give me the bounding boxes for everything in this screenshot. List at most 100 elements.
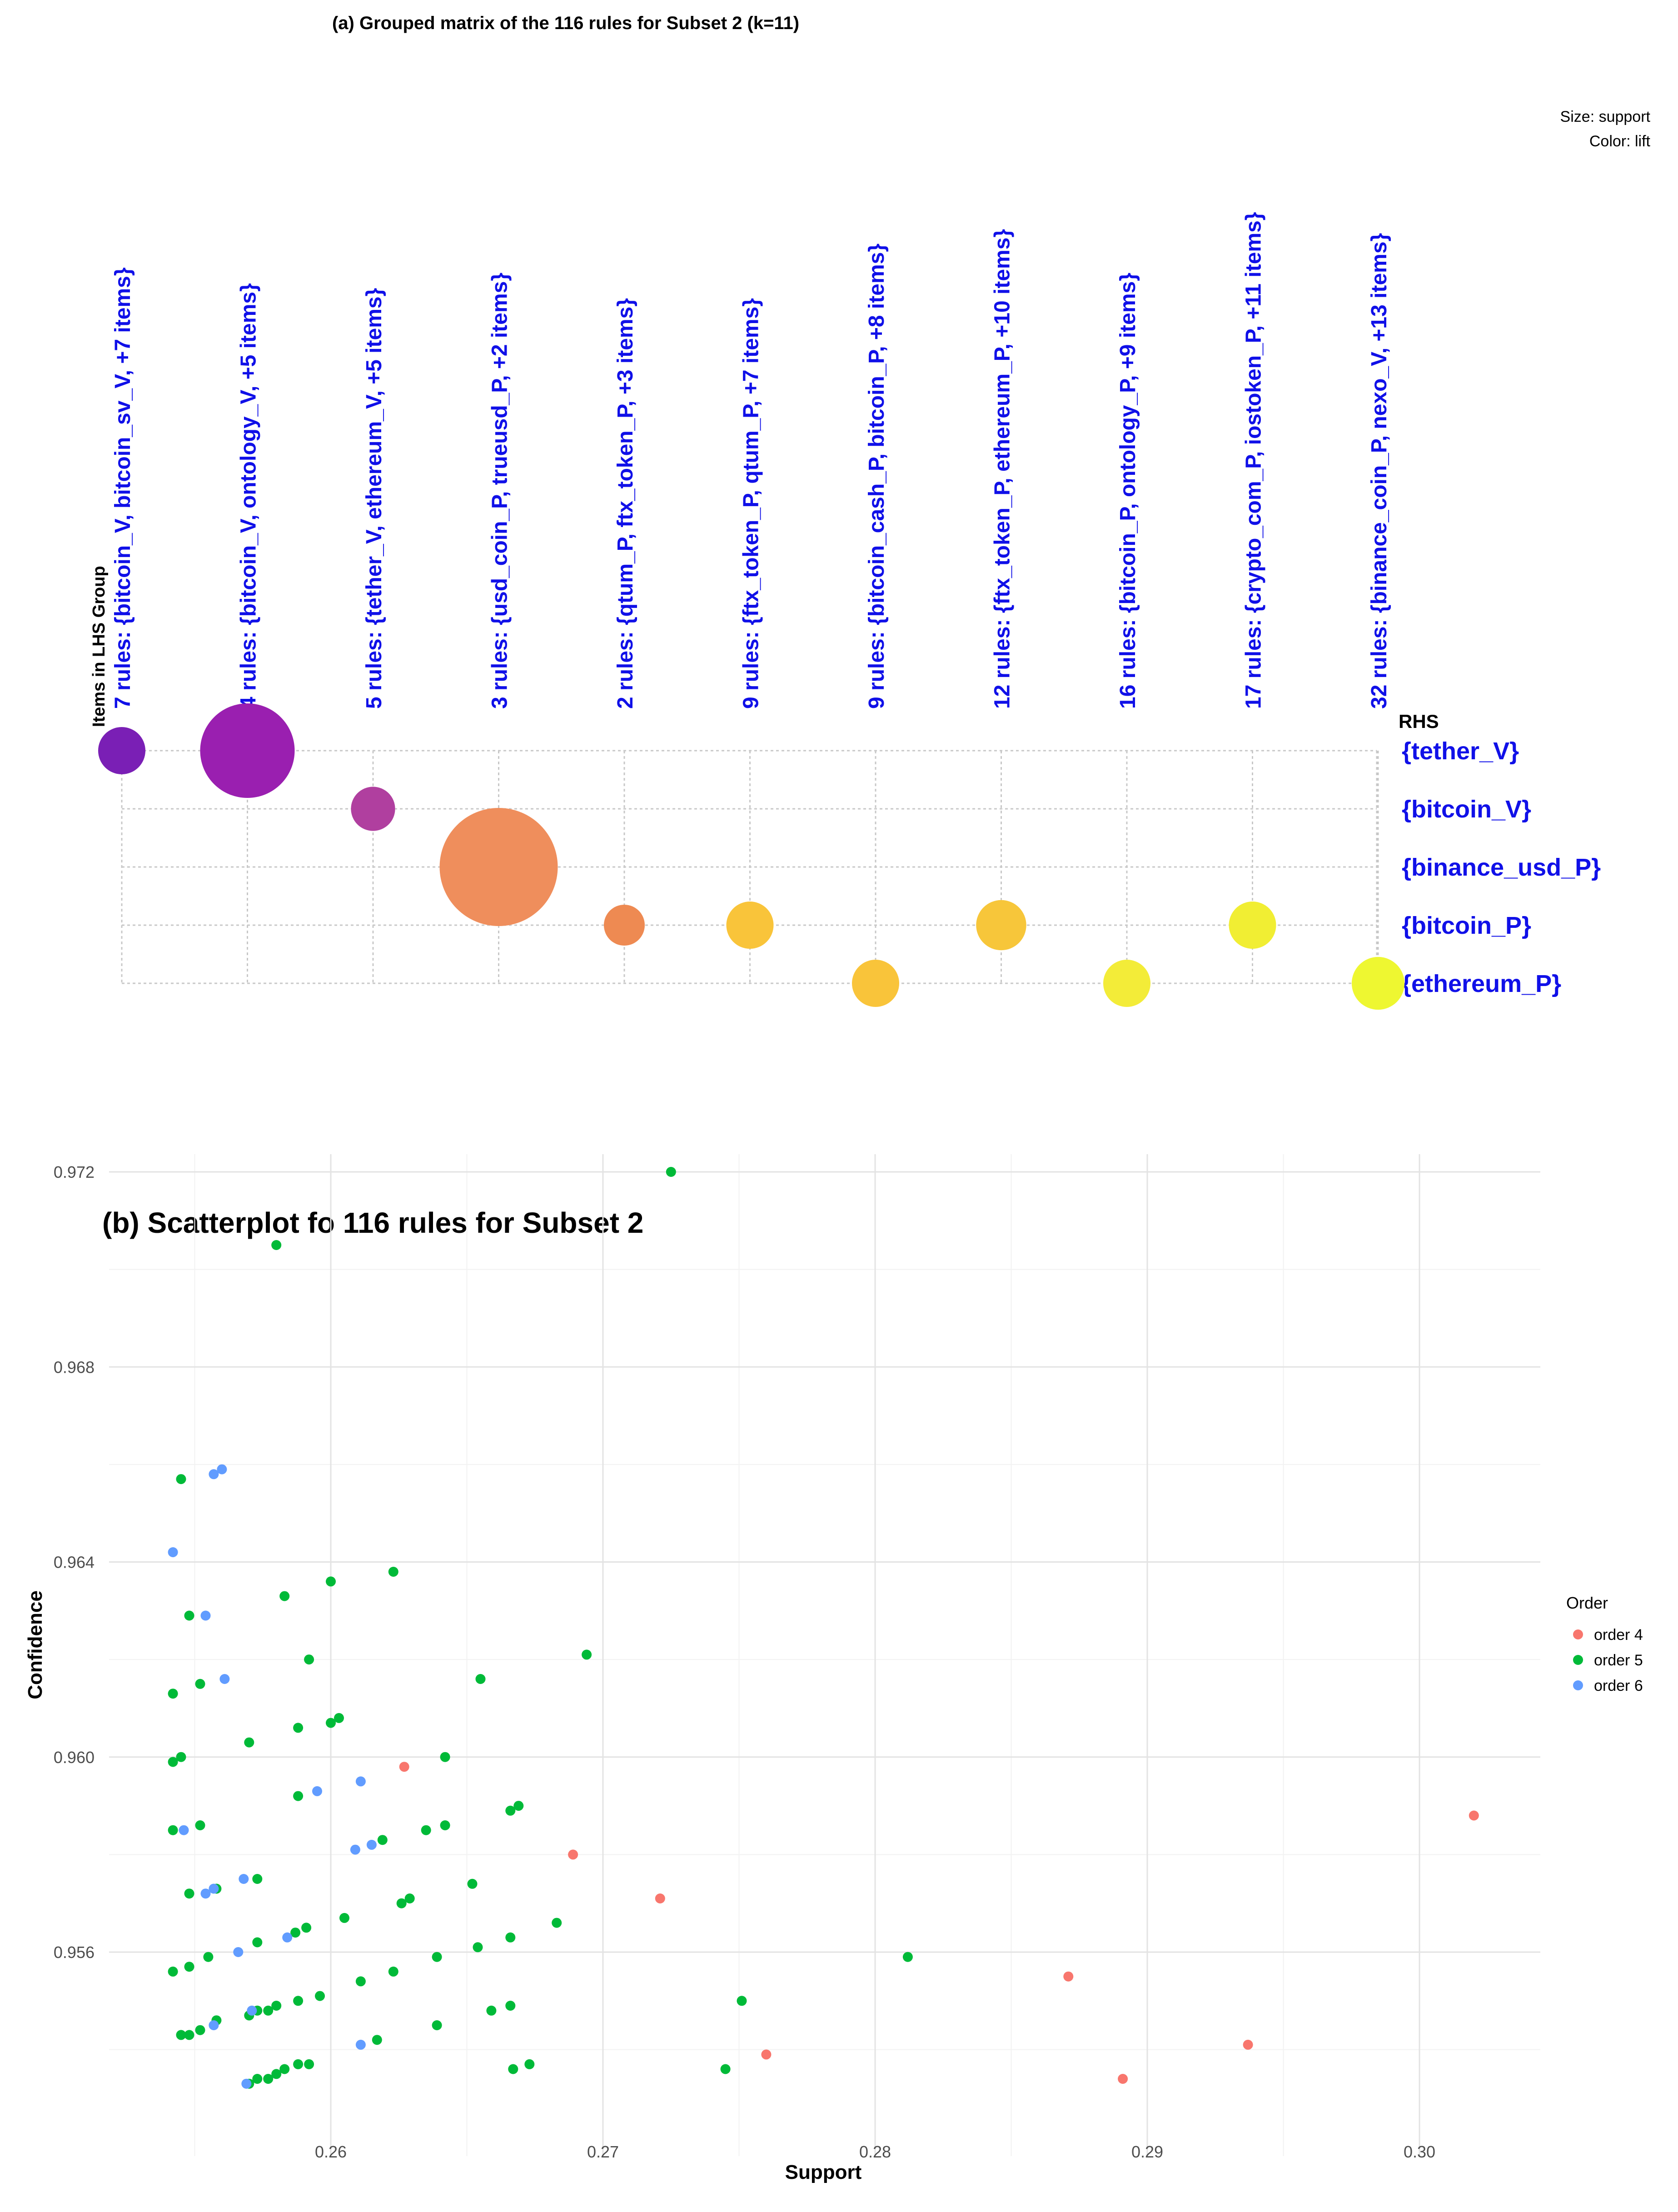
x-tick-label: 0.30 bbox=[1404, 2142, 1435, 2161]
scatter-point-order-5 bbox=[184, 1610, 194, 1621]
scatter-point-order-5 bbox=[372, 2035, 382, 2045]
legend-key bbox=[1573, 1680, 1583, 1690]
scatter-title: (b) Scatterplot fo 116 rules for Subset … bbox=[102, 1206, 643, 1239]
matrix-bubble bbox=[98, 727, 145, 774]
scatter-point-order-5 bbox=[252, 2074, 263, 2084]
matrix-bubble bbox=[726, 902, 774, 949]
scatter-point-order-5 bbox=[467, 1878, 478, 1889]
scatter-point-order-5 bbox=[176, 1474, 186, 1485]
scatter-point-order-5 bbox=[902, 1952, 913, 1962]
x-tick-labels: 0.26 0.27 0.28 0.29 0.30 bbox=[315, 2142, 1435, 2161]
scatter-point-order-5 bbox=[505, 1805, 516, 1816]
legend-label: order 4 bbox=[1594, 1626, 1643, 1644]
y-tick-label: 0.956 bbox=[54, 1943, 95, 1962]
scatter-point-order-4 bbox=[399, 1762, 409, 1772]
matrix-bubbles bbox=[98, 703, 1405, 1010]
scatter-point-order-5 bbox=[326, 1576, 336, 1587]
legend-title: Order bbox=[1566, 1594, 1608, 1612]
matrix-bubble bbox=[439, 808, 558, 926]
scatter-point-order-4 bbox=[1063, 1971, 1074, 1982]
scatter-point-order-5 bbox=[279, 1591, 290, 1601]
scatter-point-order-5 bbox=[271, 1240, 282, 1250]
scatter-point-order-6 bbox=[247, 2005, 257, 2016]
lhs-group-label: 9 rules: {bitcoin_cash_P, bitcoin_P, +8 … bbox=[865, 244, 889, 709]
scatter-point-order-6 bbox=[209, 2020, 219, 2030]
scatter-point-order-6 bbox=[219, 1674, 230, 1684]
matrix-title: (a) Grouped matrix of the 116 rules for … bbox=[332, 13, 799, 33]
scatter-point-order-5 bbox=[263, 2074, 274, 2084]
scatter-point-order-5 bbox=[168, 1825, 178, 1835]
scatter-point-order-5 bbox=[293, 1791, 304, 1801]
scatter-point-order-5 bbox=[377, 1835, 388, 1845]
rhs-item-label: {ethereum_P} bbox=[1402, 970, 1561, 997]
scatter-point-order-5 bbox=[505, 2001, 516, 2011]
matrix-bubble bbox=[852, 960, 899, 1007]
y-tick-label: 0.960 bbox=[54, 1748, 95, 1767]
scatterplot-panel: (b) Scatterplot fo 116 rules for Subset … bbox=[24, 1154, 1643, 2183]
lhs-group-label: 16 rules: {bitcoin_P, ontology_P, +9 ite… bbox=[1116, 273, 1140, 709]
rhs-item-label: {bitcoin_P} bbox=[1402, 912, 1531, 939]
scatter-point-order-5 bbox=[513, 1801, 524, 1811]
rhs-axis-label: RHS bbox=[1399, 711, 1439, 732]
rhs-item-labels: {tether_V} {bitcoin_V} {binance_usd_P} {bit… bbox=[1402, 737, 1601, 997]
scatter-point-order-4 bbox=[1243, 2039, 1253, 2050]
scatter-point-order-5 bbox=[293, 2059, 304, 2069]
scatter-point-order-5 bbox=[524, 2059, 535, 2069]
scatter-point-order-5 bbox=[737, 1996, 747, 2006]
lhs-group-label: 3 rules: {usd_coin_P, trueusd_P, +2 item… bbox=[488, 273, 512, 709]
y-tick-labels: 0.956 0.960 0.964 0.968 0.972 bbox=[54, 1163, 95, 1962]
scatter-point-order-5 bbox=[244, 1737, 254, 1748]
scatter-point-order-6 bbox=[241, 2078, 252, 2089]
matrix-bubble bbox=[351, 787, 395, 831]
scatter-point-order-5 bbox=[326, 1718, 336, 1728]
y-tick-label: 0.972 bbox=[54, 1163, 95, 1181]
scatter-point-order-6 bbox=[312, 1786, 322, 1796]
scatter-point-order-6 bbox=[209, 1883, 219, 1894]
x-tick-label: 0.29 bbox=[1131, 2142, 1163, 2161]
scatter-point-order-5 bbox=[432, 2020, 442, 2030]
scatter-point-order-5 bbox=[582, 1649, 592, 1660]
y-axis-label: Confidence bbox=[24, 1590, 46, 1699]
scatter-point-order-6 bbox=[200, 1888, 211, 1899]
scatter-point-order-5 bbox=[263, 2005, 274, 2016]
lhs-group-label: 12 rules: {ftx_token_P, ethereum_P, +10 … bbox=[991, 229, 1015, 709]
scatter-gridlines bbox=[109, 1154, 1540, 2156]
scatter-point-order-5 bbox=[355, 1976, 366, 1987]
scatter-point-order-5 bbox=[432, 1952, 442, 1962]
scatter-point-order-5 bbox=[720, 2064, 731, 2074]
scatter-point-order-5 bbox=[252, 1874, 263, 1884]
scatter-point-order-5 bbox=[475, 1674, 486, 1684]
scatter-point-order-6 bbox=[282, 1932, 293, 1943]
scatter-point-order-5 bbox=[271, 2001, 282, 2011]
scatter-point-order-5 bbox=[184, 1888, 194, 1899]
lhs-axis-label: Items in LHS Group bbox=[90, 566, 109, 727]
order-legend: Order order 4 order 5 order 6 bbox=[1566, 1594, 1643, 1694]
grouped-matrix-panel: (a) Grouped matrix of the 116 rules for … bbox=[90, 13, 1651, 1010]
scatter-point-order-5 bbox=[334, 1713, 344, 1723]
rhs-item-label: {binance_usd_P} bbox=[1402, 854, 1601, 881]
scatter-point-order-6 bbox=[209, 1469, 219, 1480]
scatter-point-order-4 bbox=[655, 1893, 665, 1903]
scatter-point-order-5 bbox=[421, 1825, 431, 1835]
scatter-point-order-5 bbox=[486, 2005, 497, 2016]
scatter-point-order-5 bbox=[184, 1962, 194, 1972]
legend-label: order 5 bbox=[1594, 1652, 1643, 1669]
scatter-point-order-5 bbox=[293, 1996, 304, 2006]
matrix-bubble bbox=[1351, 957, 1405, 1010]
rhs-item-label: {bitcoin_V} bbox=[1402, 796, 1531, 823]
lhs-group-labels: 7 rules: {bitcoin_V, bitcoin_sv_V, +7 it… bbox=[111, 212, 1391, 709]
scatter-point-order-5 bbox=[168, 1689, 178, 1699]
scatter-point-order-5 bbox=[552, 1918, 562, 1928]
lhs-group-label: 32 rules: {binance_coin_P, nexo_V, +13 i… bbox=[1367, 233, 1391, 709]
scatter-point-order-5 bbox=[293, 1723, 304, 1733]
scatter-point-order-5 bbox=[301, 1923, 312, 1933]
scatter-point-order-6 bbox=[366, 1839, 377, 1850]
rhs-item-label: {tether_V} bbox=[1402, 737, 1519, 765]
x-tick-label: 0.28 bbox=[859, 2142, 891, 2161]
scatter-point-order-5 bbox=[176, 1752, 186, 1762]
scatter-point-order-6 bbox=[355, 2039, 366, 2050]
scatter-point-order-5 bbox=[271, 2069, 282, 2079]
scatter-point-order-5 bbox=[304, 1654, 314, 1665]
matrix-bubble bbox=[1229, 902, 1276, 949]
